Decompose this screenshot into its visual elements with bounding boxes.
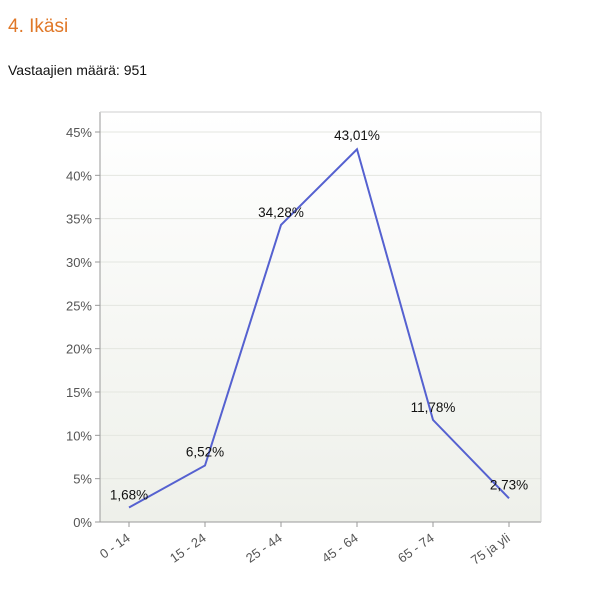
y-tick-label: 30% [66, 255, 92, 270]
respondent-count: Vastaajien määrä: 951 [8, 62, 147, 78]
page-title: 4. Ikäsi [8, 16, 69, 37]
x-tick-label: 0 - 14 [97, 530, 133, 561]
y-tick-label: 35% [66, 212, 92, 227]
plot-area [100, 112, 541, 522]
y-tick-label: 5% [73, 472, 92, 487]
axes [99, 111, 542, 523]
x-tick-label: 15 - 24 [167, 530, 209, 566]
data-label: 43,01% [334, 128, 380, 143]
series-line [128, 147, 510, 509]
y-tick-label: 20% [66, 342, 92, 357]
y-tick-label: 45% [66, 125, 92, 140]
data-label: 1,68% [110, 487, 148, 502]
x-tick-label: 45 - 64 [319, 530, 361, 566]
data-label: 6,52% [186, 444, 224, 459]
y-tick-label: 0% [73, 515, 92, 530]
data-label: 2,73% [490, 477, 528, 492]
y-tick-label: 10% [66, 428, 92, 443]
respondent-count-value: 951 [123, 62, 148, 78]
x-tick-label: 75 ja yli [468, 530, 513, 568]
y-tick-label: 40% [66, 168, 92, 183]
x-tick-label: 65 - 74 [395, 530, 437, 566]
y-axis-ticks: 0% 5% 10% 15% 20% 25% 30% 35% 40% 45% [66, 125, 100, 530]
data-label: 34,28% [258, 205, 304, 220]
data-label: 11,78% [411, 400, 456, 415]
respondent-count-label: Vastaajien määrä: [8, 62, 120, 78]
x-tick-label: 25 - 44 [243, 530, 285, 566]
x-axis-ticks: 0 - 14 15 - 24 25 - 44 45 - 64 65 - 74 75 ja … [97, 522, 513, 568]
y-tick-label: 15% [66, 385, 92, 400]
gridlines [100, 131, 541, 480]
data-labels: 1,68% 6,52% 34,28% 43,01% 11,78% 2,73% [110, 128, 528, 502]
y-tick-label: 25% [66, 298, 92, 313]
